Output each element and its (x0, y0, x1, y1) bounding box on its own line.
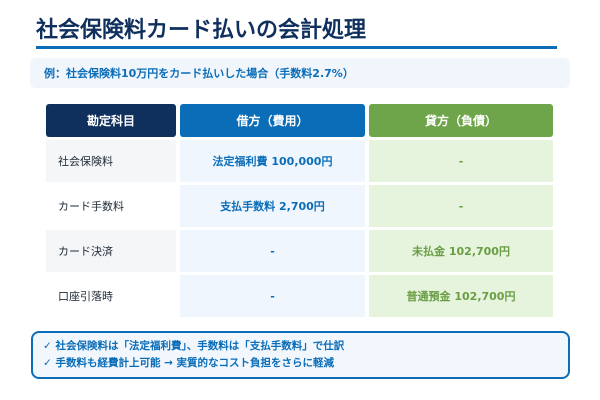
key-points-box: ✓ 社会保険料は「法定福利費」、手数料は「支払手数料」で仕訳 ✓ 手数料も経費計… (31, 331, 570, 379)
credit-cell: 普通預金 102,700円 (369, 275, 553, 317)
example-text: 例：社会保険料10万円をカード払いした場合（手数料2.7%） (44, 67, 354, 80)
table-row: カード手数料 支払手数料 2,700円 - (46, 185, 553, 227)
example-banner: 例：社会保険料10万円をカード払いした場合（手数料2.7%） (30, 58, 570, 88)
account-cell: 社会保険料 (46, 140, 176, 182)
account-cell: カード決済 (46, 230, 176, 272)
table-row: 口座引落時 - 普通預金 102,700円 (46, 275, 553, 317)
header-account: 勘定科目 (46, 104, 176, 137)
page-title: 社会保険料カード払いの会計処理 (36, 18, 367, 43)
table-header-row: 勘定科目 借方（費用） 貸方（負債） (46, 104, 553, 137)
title-underline (36, 46, 557, 49)
credit-cell: - (369, 185, 553, 227)
header-credit: 貸方（負債） (369, 104, 553, 137)
account-cell: カード手数料 (46, 185, 176, 227)
table-row: カード決済 - 未払金 102,700円 (46, 230, 553, 272)
debit-cell: 支払手数料 2,700円 (180, 185, 365, 227)
debit-cell: - (180, 230, 365, 272)
note-line: ✓ 社会保険料は「法定福利費」、手数料は「支払手数料」で仕訳 (43, 340, 345, 352)
account-cell: 口座引落時 (46, 275, 176, 317)
journal-entry-table: 勘定科目 借方（費用） 貸方（負債） 社会保険料 法定福利費 100,000円 … (46, 104, 553, 320)
note-line: ✓ 手数料も経費計上可能 → 実質的なコスト負担をさらに軽減 (43, 357, 335, 369)
header-debit: 借方（費用） (180, 104, 365, 137)
table-row: 社会保険料 法定福利費 100,000円 - (46, 140, 553, 182)
debit-cell: - (180, 275, 365, 317)
debit-cell: 法定福利費 100,000円 (180, 140, 365, 182)
credit-cell: 未払金 102,700円 (369, 230, 553, 272)
credit-cell: - (369, 140, 553, 182)
